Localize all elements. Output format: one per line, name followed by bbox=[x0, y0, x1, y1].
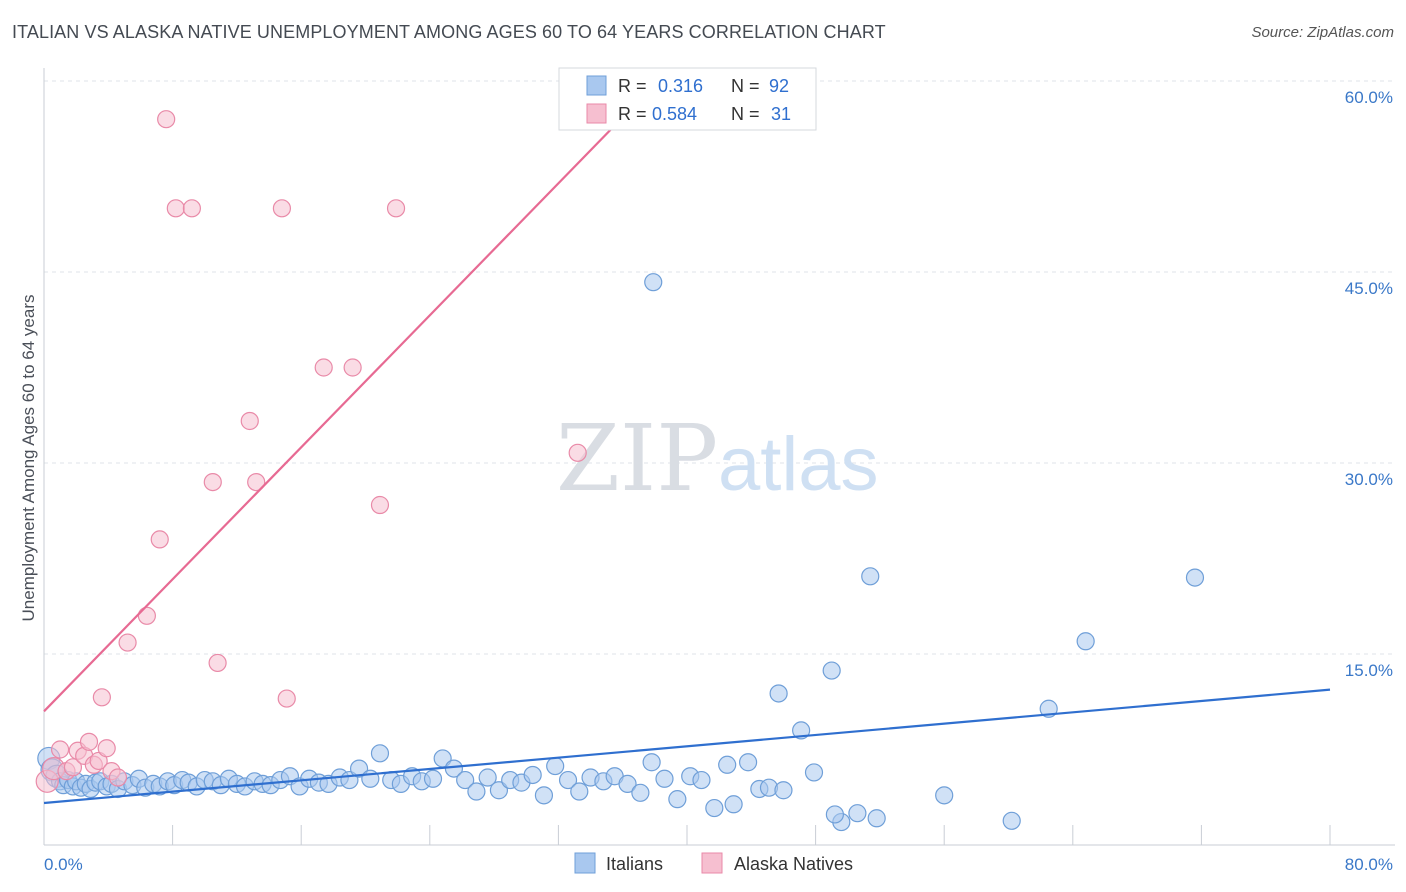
italians-point bbox=[618, 774, 637, 793]
italians-point bbox=[861, 567, 880, 586]
italians-point bbox=[692, 770, 711, 790]
bottom-legend-swatch-italians bbox=[574, 852, 596, 874]
legend-r-label-italians: R = bbox=[618, 76, 647, 96]
italians-point bbox=[705, 798, 724, 818]
legend-swatch-alaska bbox=[586, 103, 607, 124]
legend-n-value-italians: 92 bbox=[769, 76, 789, 96]
bottom-legend-label-italians: Italians bbox=[606, 854, 663, 874]
italians-point bbox=[558, 770, 578, 790]
alaska-natives-point bbox=[166, 199, 185, 218]
italians-point bbox=[774, 781, 793, 800]
italians-point bbox=[456, 770, 475, 790]
italians-point bbox=[724, 795, 743, 814]
italians-trend-line bbox=[43, 688, 1331, 805]
y-tick-label-15: 15.0% bbox=[1345, 661, 1393, 680]
alaska-natives-point bbox=[92, 688, 111, 707]
alaska-natives-points bbox=[35, 110, 587, 793]
y-axis-label: Unemployment Among Ages 60 to 64 years bbox=[19, 295, 38, 622]
alaska-natives-point bbox=[97, 739, 116, 758]
alaska-natives-point bbox=[108, 768, 128, 787]
source-label: Source: ZipAtlas.com bbox=[1251, 24, 1394, 41]
italians-point bbox=[523, 765, 542, 785]
chart-title: ITALIAN VS ALASKA NATIVE UNEMPLOYMENT AM… bbox=[12, 22, 886, 42]
italians-point bbox=[848, 804, 867, 823]
italians-point bbox=[655, 769, 674, 788]
bottom-legend: Italians Alaska Natives bbox=[574, 852, 853, 874]
italians-point bbox=[738, 753, 758, 772]
alaska-natives-point bbox=[182, 199, 201, 218]
alaska-natives-point bbox=[568, 443, 587, 462]
watermark-atlas: atlas bbox=[718, 422, 879, 507]
alaska-natives-point bbox=[150, 530, 169, 549]
alaska-natives-point bbox=[203, 473, 222, 492]
italians-point bbox=[1002, 811, 1021, 830]
legend-swatch-italians bbox=[586, 75, 607, 96]
legend-r-label-alaska: R = bbox=[618, 104, 647, 124]
italians-point bbox=[489, 781, 509, 800]
italians-point bbox=[822, 661, 841, 680]
alaska-natives-point bbox=[247, 473, 266, 492]
italians-point bbox=[467, 782, 486, 801]
bottom-legend-swatch-alaska bbox=[701, 852, 723, 874]
alaska-natives-point bbox=[208, 653, 227, 673]
y-tick-label-45: 45.0% bbox=[1345, 279, 1393, 298]
italians-point bbox=[423, 769, 443, 788]
italians-point bbox=[349, 759, 369, 778]
italians-point bbox=[769, 684, 788, 703]
alaska-natives-point bbox=[50, 740, 70, 759]
italians-point bbox=[631, 783, 650, 802]
italians-point bbox=[1185, 568, 1205, 587]
y-tick-label-30: 30.0% bbox=[1345, 470, 1393, 489]
alaska-natives-trend-line bbox=[43, 80, 659, 713]
alaska-natives-point bbox=[386, 199, 406, 218]
x-tick-label-min: 0.0% bbox=[44, 855, 83, 874]
italians-point bbox=[825, 805, 844, 824]
italians-point bbox=[718, 755, 737, 774]
alaska-natives-point bbox=[370, 495, 390, 515]
italians-point bbox=[534, 786, 554, 805]
italians-point bbox=[1076, 632, 1095, 651]
alaska-natives-point bbox=[272, 199, 292, 218]
italians-point bbox=[804, 763, 824, 782]
grid bbox=[44, 80, 1395, 655]
italians-point bbox=[546, 756, 565, 776]
alaska-natives-point bbox=[63, 758, 83, 777]
x-axis-ticks bbox=[172, 825, 1331, 845]
legend-box: R = 0.316 N = 92 R = 0.584 N = 31 bbox=[558, 67, 817, 131]
italians-point bbox=[668, 790, 687, 809]
legend-n-label-alaska: N = bbox=[731, 104, 760, 124]
alaska-natives-point bbox=[277, 689, 296, 708]
y-tick-labels: 15.0% 30.0% 45.0% 60.0% bbox=[1345, 88, 1393, 680]
italians-point bbox=[867, 809, 886, 828]
x-tick-label-max: 80.0% bbox=[1345, 855, 1393, 874]
italians-point bbox=[642, 753, 661, 772]
italians-point bbox=[570, 782, 589, 801]
legend-n-label-italians: N = bbox=[731, 76, 760, 96]
y-tick-label-60: 60.0% bbox=[1345, 88, 1393, 107]
alaska-natives-point bbox=[79, 732, 99, 751]
italians-point bbox=[370, 744, 390, 763]
legend-r-value-italians: 0.316 bbox=[658, 76, 703, 96]
alaska-natives-point bbox=[343, 358, 362, 377]
italians-point bbox=[935, 786, 954, 805]
italians-point bbox=[478, 768, 497, 787]
legend-r-value-alaska: 0.584 bbox=[652, 104, 697, 124]
alaska-natives-point bbox=[137, 606, 156, 625]
alaska-natives-point bbox=[314, 358, 333, 377]
alaska-natives-point bbox=[240, 411, 259, 431]
italians-point bbox=[792, 721, 811, 740]
alaska-natives-point bbox=[118, 633, 137, 652]
alaska-natives-point bbox=[157, 110, 176, 129]
italians-points bbox=[37, 273, 1205, 832]
legend-n-value-alaska: 31 bbox=[771, 104, 791, 124]
bottom-legend-label-alaska: Alaska Natives bbox=[734, 854, 853, 874]
italians-point bbox=[644, 273, 663, 292]
